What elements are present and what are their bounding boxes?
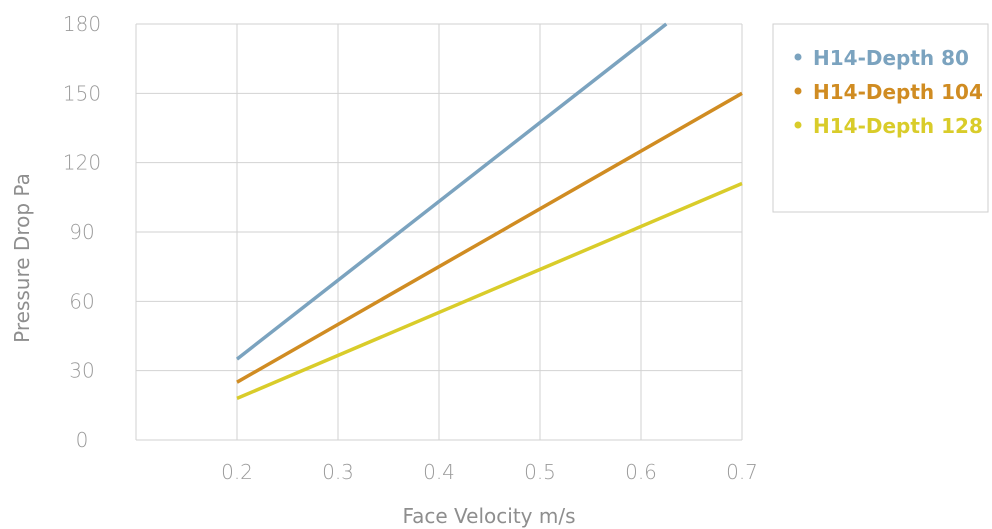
legend: H14-Depth 80 H14-Depth 104 H14-Depth 128	[772, 23, 989, 213]
y-tick-label: 30	[69, 359, 94, 383]
legend-box	[772, 23, 989, 213]
legend-label: H14-Depth 104	[813, 80, 983, 104]
x-tick-label: 0.3	[322, 460, 354, 484]
x-tick-label: 0.2	[221, 460, 253, 484]
grid	[135, 23, 743, 441]
x-tick-label: 0.6	[625, 460, 657, 484]
y-tick-label: 180	[63, 12, 101, 36]
legend-marker	[794, 53, 802, 61]
y-tick-label: 60	[69, 289, 94, 313]
legend-label: H14-Depth 80	[813, 46, 969, 70]
x-tick-label: 0.4	[423, 460, 455, 484]
series-line-1	[235, 22, 668, 361]
legend-label: H14-Depth 128	[813, 114, 983, 138]
y-tick-label: 120	[63, 151, 101, 175]
x-tick-label: 0.5	[524, 460, 556, 484]
y-tick-label: 150	[63, 81, 101, 105]
legend-marker	[794, 87, 802, 95]
tick-labels: 0 30 60 90 120 150 180 0.2 0.3 0.4 0.5 0.6 0.7	[63, 12, 758, 484]
series-line-2	[236, 91, 743, 384]
x-axis-title: Face Velocity m/s	[402, 504, 575, 528]
x-tick-label: 0.7	[726, 460, 758, 484]
y-tick-label: 90	[69, 220, 94, 244]
series-line-3	[236, 181, 743, 401]
legend-marker	[794, 121, 802, 129]
series-lines	[235, 22, 743, 401]
y-tick-label: 0	[76, 428, 89, 452]
y-axis-title: Pressure Drop Pa	[10, 173, 34, 343]
